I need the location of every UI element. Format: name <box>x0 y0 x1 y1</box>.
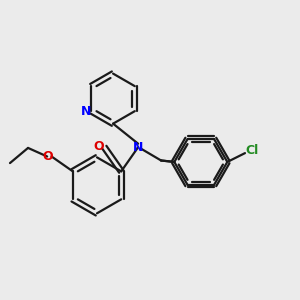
Text: Cl: Cl <box>246 144 259 157</box>
Text: O: O <box>94 140 104 153</box>
Text: N: N <box>133 141 143 154</box>
Text: N: N <box>81 105 92 118</box>
Text: O: O <box>43 150 53 163</box>
